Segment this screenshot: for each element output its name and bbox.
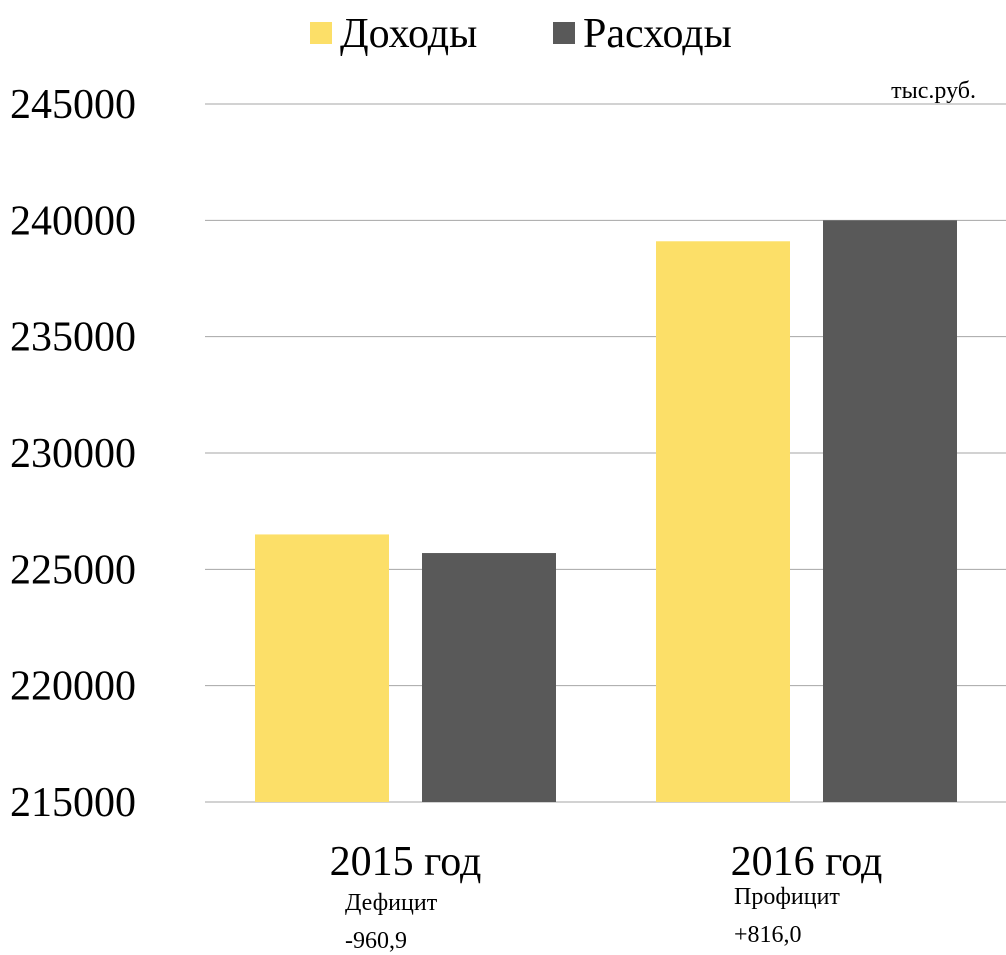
- y-tick-label: 220000: [10, 664, 136, 710]
- bar: [823, 220, 957, 803]
- legend-label: Расходы: [583, 11, 732, 57]
- note: +816,0: [734, 922, 802, 948]
- unit-label: тыс.руб.: [891, 78, 976, 104]
- y-tick-label: 230000: [10, 431, 136, 477]
- x-tick-label: 2015 год: [330, 839, 482, 885]
- y-tick-label: 215000: [10, 780, 136, 826]
- note: Профицит: [734, 884, 840, 910]
- bar: [422, 553, 556, 802]
- bar: [255, 534, 389, 802]
- y-tick-label: 225000: [10, 547, 136, 593]
- y-tick-label: 245000: [10, 82, 136, 128]
- note: -960,9: [345, 928, 407, 954]
- y-tick-label: 240000: [10, 198, 136, 244]
- legend-label: Доходы: [340, 11, 477, 57]
- legend-swatch: [310, 22, 332, 44]
- y-tick-label: 235000: [10, 315, 136, 361]
- note: Дефицит: [345, 890, 438, 916]
- legend-swatch: [553, 22, 575, 44]
- bar: [656, 241, 790, 803]
- x-tick-label: 2016 год: [731, 839, 883, 885]
